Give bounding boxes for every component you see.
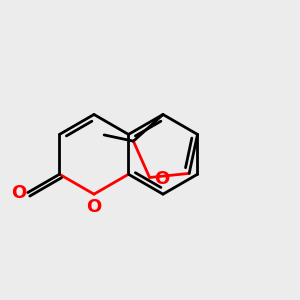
Text: O: O <box>11 184 26 202</box>
Text: O: O <box>86 198 102 216</box>
Text: O: O <box>154 170 169 188</box>
